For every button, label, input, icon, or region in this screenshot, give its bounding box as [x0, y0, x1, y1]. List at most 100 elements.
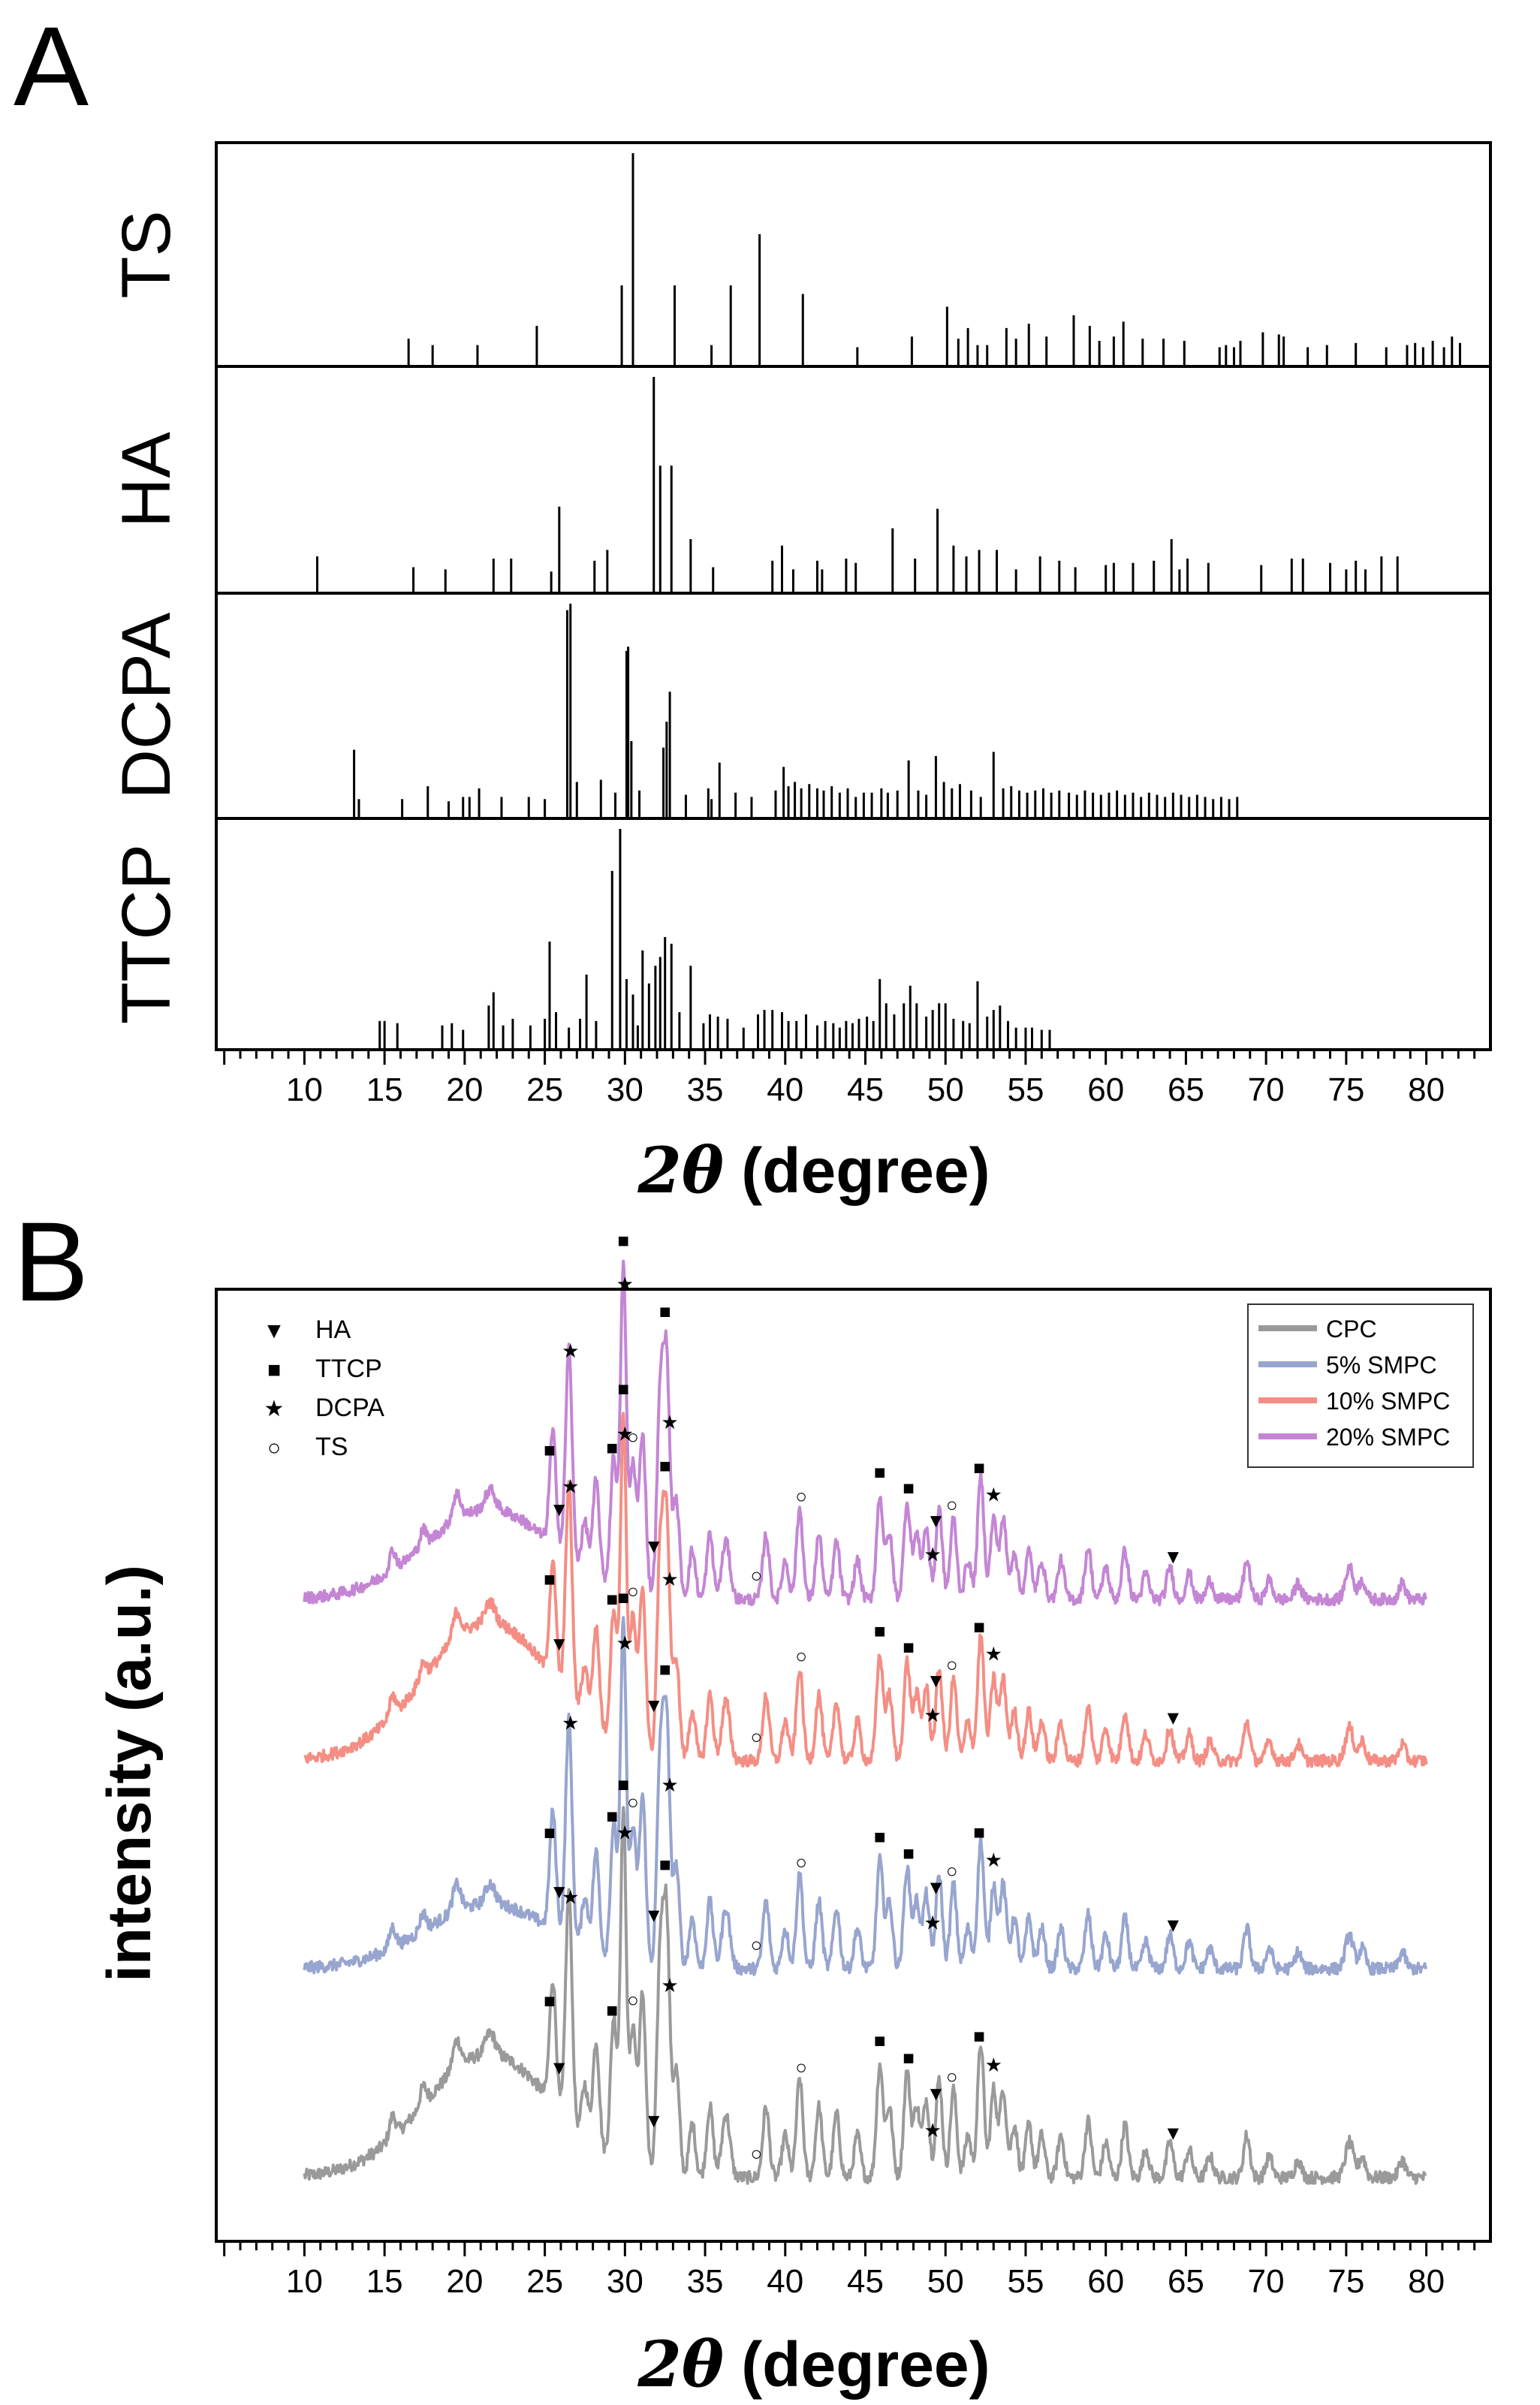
band-label-ttcp: TTCP: [108, 844, 185, 1024]
phase-marker-10-smpc-19: ▼: [1163, 1706, 1183, 1728]
phase-marker-cpc-8: ★: [661, 1974, 678, 1997]
phase-legend-label-0: HA: [315, 1316, 351, 1344]
phase-marker-20-smpc-3: ■: [606, 1436, 618, 1459]
phase-marker-10-smpc-14: ★: [924, 1704, 942, 1726]
phase-marker-cpc-17: ■: [973, 2024, 985, 2047]
band-label-ha: HA: [108, 431, 185, 527]
phase-marker-5-smpc-15: ▼: [927, 1876, 946, 1898]
phase-marker-5-smpc-14: ★: [924, 1912, 942, 1934]
panel-a-tick-label-14: 80: [1408, 1071, 1445, 1108]
panel-a-tick-label-4: 30: [607, 1071, 643, 1108]
phase-marker-5-smpc-17: ■: [973, 1821, 985, 1843]
phase-marker-10-smpc-6: ○: [627, 1580, 639, 1602]
phase-marker-20-smpc-2: ★: [562, 1340, 579, 1362]
panel-b-tick-label-0: 10: [286, 2263, 323, 2300]
phase-marker-5-smpc-6: ○: [627, 1791, 639, 1813]
panel-b-tick-label-5: 35: [687, 2263, 724, 2300]
panel-b-tick-label-14: 80: [1408, 2263, 1445, 2300]
phase-marker-20-smpc-17: ■: [973, 1457, 985, 1479]
phase-marker-20-smpc-15: ▼: [927, 1509, 946, 1532]
series-line-cpc: [303, 1806, 1427, 2185]
band-label-ts: TS: [108, 210, 185, 299]
phase-marker-10-smpc-3: ■: [606, 1587, 618, 1610]
phase-marker-20-smpc-5: ★: [616, 1273, 634, 1295]
panel-b-tick-label-10: 60: [1087, 2263, 1124, 2300]
phase-legend-label-3: TS: [315, 1433, 348, 1461]
phase-marker-cpc-3: ■: [606, 1999, 618, 2021]
phase-marker-10-smpc-7: ▼: [644, 1694, 664, 1716]
phase-legend-symbol-2: ★: [264, 1397, 285, 1421]
phase-marker-10-smpc-10: ○: [750, 1725, 762, 1748]
series-legend-label-3: 20% SMPC: [1326, 1424, 1450, 1451]
phase-marker-5-smpc-3: ■: [606, 1804, 618, 1827]
panel-a-tick-label-11: 65: [1168, 1071, 1204, 1108]
phase-marker-cpc-4: ■: [617, 1774, 629, 1796]
phase-marker-cpc-14: ★: [924, 2119, 942, 2141]
phase-marker-cpc-0: ■: [544, 1989, 556, 2012]
phase-marker-20-smpc-10: ○: [750, 1564, 762, 1587]
phase-legend-symbol-1: ■: [267, 1358, 281, 1382]
phase-marker-10-smpc-11: ○: [795, 1644, 807, 1667]
panel-a-tick-label-0: 10: [286, 1071, 323, 1108]
phase-marker-5-smpc-13: ■: [903, 1842, 915, 1864]
panel-a-tick-label-9: 55: [1007, 1071, 1044, 1108]
phase-marker-10-smpc-9: ■: [659, 1454, 671, 1477]
panel-b-y-axis-label: intensity (a.u.): [95, 1565, 164, 1982]
band-label-dcpa: DCPA: [108, 612, 185, 799]
panel-a-tick-label-8: 50: [927, 1071, 964, 1108]
phase-marker-20-smpc-9: ■: [659, 1300, 671, 1323]
panel-a-tick-label-5: 35: [687, 1071, 724, 1108]
series-legend-label-1: 5% SMPC: [1326, 1352, 1437, 1379]
panel-a-tick-label-1: 15: [366, 1071, 403, 1108]
phase-marker-cpc-5: ★: [616, 1821, 634, 1843]
series-legend-label-0: CPC: [1326, 1316, 1377, 1343]
phase-marker-10-smpc-2: ★: [562, 1475, 579, 1498]
panel-b-letter: B: [14, 1198, 89, 1325]
phase-marker-20-smpc-19: ▼: [1163, 1545, 1183, 1568]
phase-marker-5-smpc-18: ★: [985, 1849, 1002, 1871]
phase-marker-20-smpc-8: ★: [661, 1411, 678, 1433]
phase-marker-10-smpc-12: ■: [874, 1620, 886, 1642]
panel-a-plot: TS HA DCPA TTCP 10 15 20 25 30 35 40 45 50 55 60 65 70 75…: [108, 141, 1492, 1108]
phase-marker-20-smpc-12: ■: [874, 1460, 886, 1483]
phase-marker-5-smpc-12: ■: [874, 1825, 886, 1848]
panel-b-tick-label-13: 75: [1328, 2263, 1364, 2300]
panel-b-plot: ■▼★■■★○▼★■○○■■★▼○■★▼■▼★■■★○▼★■○○■■★▼○■★▼…: [215, 1229, 1492, 2300]
panel-b-tick-label-1: 15: [366, 2263, 403, 2300]
panel-b-x-axis-label: 2θ (degree): [637, 2327, 990, 2401]
panel-a-tick-label-10: 60: [1087, 1071, 1124, 1108]
phase-marker-cpc-7: ▼: [644, 2109, 664, 2132]
phase-marker-20-smpc-0: ■: [544, 1439, 556, 1461]
phase-legend-symbol-0: ▼: [263, 1319, 285, 1343]
phase-legend-label-1: TTCP: [315, 1355, 382, 1383]
phase-marker-10-smpc-0: ■: [544, 1568, 556, 1590]
phase-marker-5-smpc-19: ▼: [1163, 1914, 1183, 1936]
panel-b-frame: [215, 1288, 1492, 2243]
phase-marker-5-smpc-16: ○: [946, 1860, 958, 1882]
phase-marker-cpc-13: ■: [903, 2046, 915, 2069]
panel-a-letter: A: [14, 3, 89, 129]
phase-marker-cpc-15: ▼: [927, 2082, 946, 2105]
panel-a-tick-label-13: 75: [1328, 1071, 1364, 1108]
series-legend-label-2: 10% SMPC: [1326, 1388, 1450, 1415]
panel-a-tick-label-3: 25: [526, 1071, 563, 1108]
panel-a-frame: [215, 141, 1492, 1051]
phase-marker-20-smpc-7: ▼: [644, 1535, 664, 1557]
panel-a-tick-label-6: 40: [767, 1071, 803, 1108]
phase-marker-10-smpc-17: ■: [973, 1615, 985, 1638]
phase-marker-20-smpc-6: ○: [627, 1425, 639, 1448]
phase-marker-20-smpc-13: ■: [903, 1476, 915, 1499]
phase-marker-cpc-16: ○: [946, 2065, 958, 2087]
phase-legend-label-2: DCPA: [315, 1394, 384, 1422]
phase-marker-5-smpc-11: ○: [795, 1851, 807, 1873]
panel-b-tick-label-6: 40: [767, 2263, 803, 2300]
phase-marker-10-smpc-4: ■: [617, 1378, 629, 1400]
series-line-20-smpc: [303, 1259, 1428, 1607]
phase-marker-5-smpc-4: ■: [617, 1586, 629, 1608]
phase-marker-20-smpc-11: ○: [795, 1485, 807, 1508]
panel-b-tick-label-11: 65: [1168, 2263, 1204, 2300]
series-legend-box: [1247, 1303, 1474, 1468]
phase-marker-cpc-12: ■: [874, 2030, 886, 2052]
